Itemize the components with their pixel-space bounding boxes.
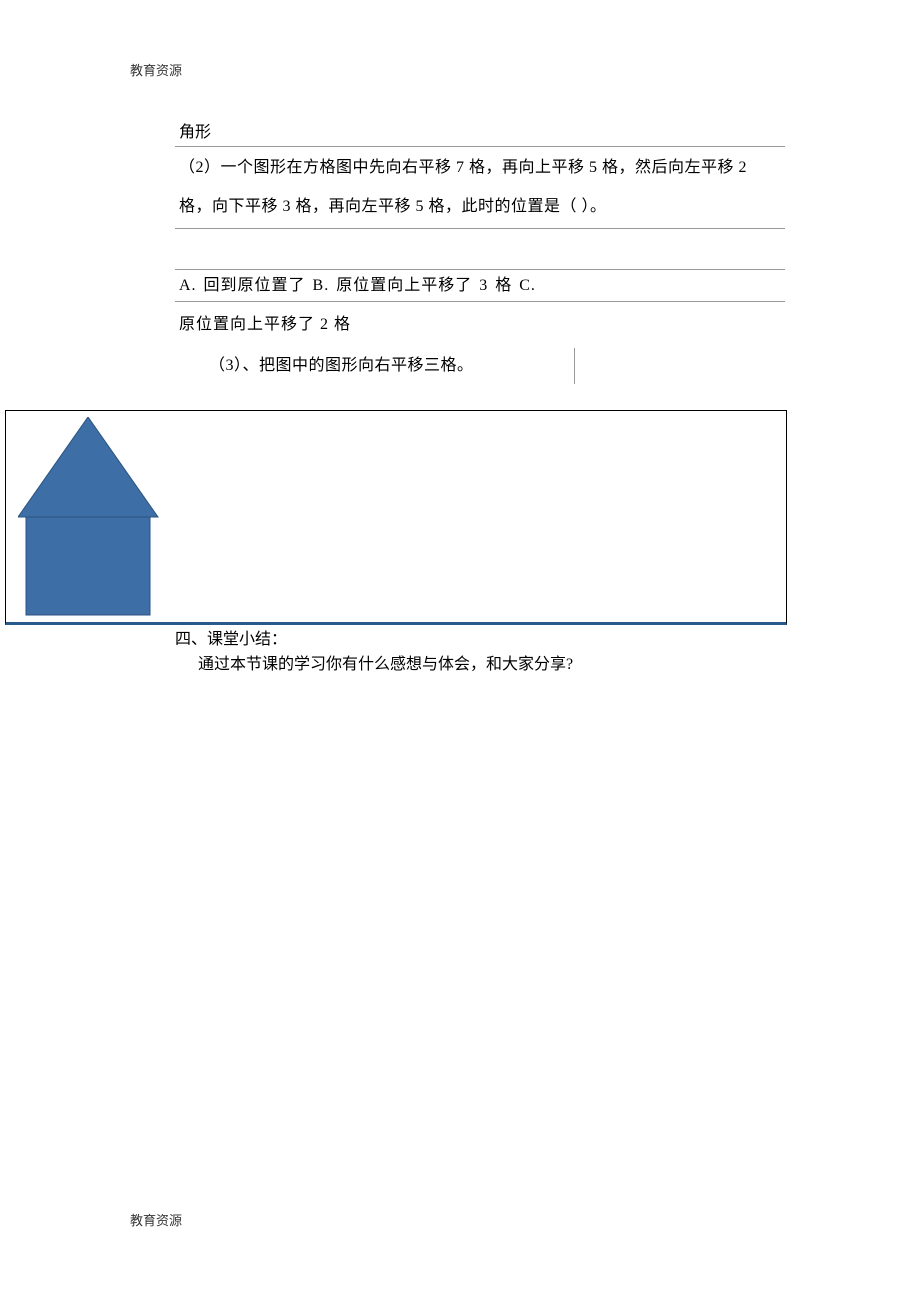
figure-container: [5, 410, 787, 625]
house-svg: [18, 417, 160, 617]
page-header: 教育资源: [130, 60, 182, 79]
text-line-1: 角形: [175, 120, 785, 147]
document-content: 角形 （2）一个图形在方格图中先向右平移 7 格，再向上平移 5 格，然后向左平…: [175, 120, 785, 384]
triangle-roof: [18, 417, 158, 517]
square-base: [26, 517, 150, 615]
house-shape: [18, 417, 160, 622]
section-4-title: 四、课堂小结：: [175, 627, 287, 653]
options-line: A. 回到原位置了 B. 原位置向上平移了 3 格 C.: [175, 269, 785, 302]
page-footer: 教育资源: [130, 1210, 182, 1229]
option-continuation: 原位置向上平移了 2 格: [175, 302, 785, 348]
question-3: （3）、把图中的图形向右平移三格。: [175, 348, 575, 384]
section-4-body: 通过本节课的学习你有什么感想与体会，和大家分享?: [198, 652, 573, 678]
question-2: （2）一个图形在方格图中先向右平移 7 格，再向上平移 5 格，然后向左平移 2…: [175, 147, 785, 229]
spacer: [175, 229, 785, 269]
